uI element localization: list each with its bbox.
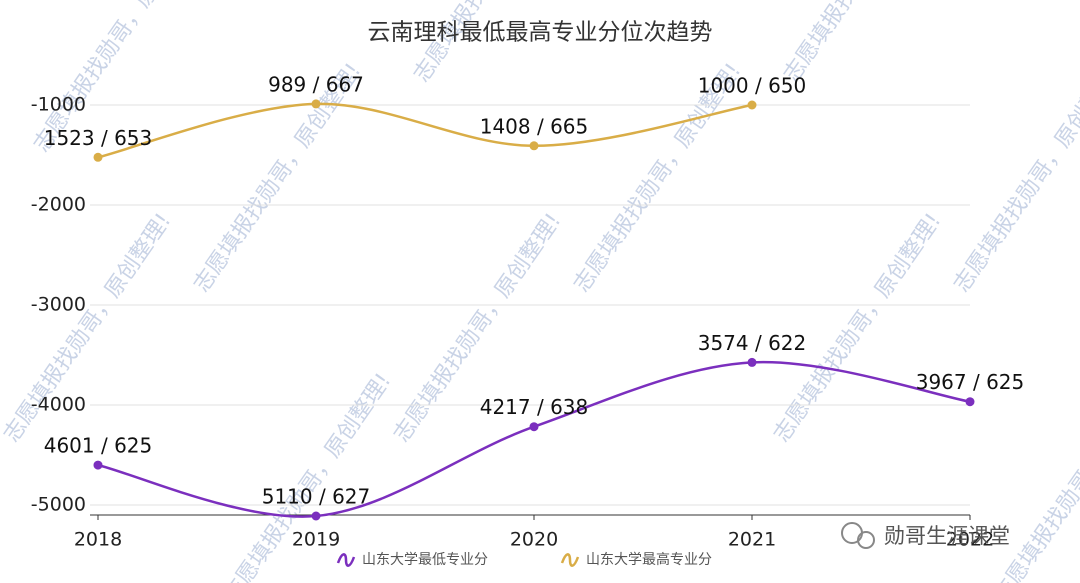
y-tick-label: -3000: [31, 294, 86, 316]
brand-text: 勋哥生涯课堂: [884, 524, 1010, 548]
chart-title: 云南理科最低最高专业分位次趋势: [368, 20, 713, 46]
y-tick-label: -1000: [31, 94, 86, 116]
legend-label: 山东大学最高专业分: [586, 551, 712, 568]
brand-logo: 勋哥生涯课堂: [841, 522, 1010, 549]
data-label: 4217 / 638: [480, 395, 589, 419]
data-label: 1000 / 650: [698, 74, 807, 98]
data-point: [529, 422, 539, 432]
x-tick-label: 2022: [946, 529, 994, 551]
data-point: [311, 511, 321, 521]
data-label: 1408 / 665: [480, 114, 589, 138]
data-label: 5110 / 627: [262, 485, 371, 509]
data-label: 1523 / 653: [44, 126, 153, 150]
y-tick-label: -2000: [31, 194, 86, 216]
legend-label: 山东大学最低专业分: [362, 552, 488, 568]
data-label: 989 / 667: [268, 72, 364, 96]
plot: 4601 / 625 5110 / 627 4217 / 638 3574 / 622…: [44, 72, 1025, 521]
data-point: [93, 460, 103, 470]
data-point: [311, 99, 321, 109]
x-tick-label: 2020: [510, 529, 558, 551]
data-label: 3967 / 625: [916, 370, 1025, 394]
y-tick-label: -5000: [31, 494, 86, 516]
series-line: [97, 102, 753, 159]
x-tick-label: 2019: [292, 529, 340, 551]
data-point: [93, 152, 103, 162]
data-label: 3574 / 622: [698, 331, 807, 355]
legend-icon: [336, 553, 356, 567]
data-point: [747, 100, 757, 110]
grid: -1000 -2000 -3000 -4000 -5000 2018 2019 2020 202…: [31, 94, 994, 551]
data-label: 4601 / 625: [44, 434, 153, 458]
logo-icon: [857, 531, 875, 549]
x-tick-label: 2018: [74, 529, 122, 551]
y-tick-label: -4000: [31, 394, 86, 416]
x-tick-label: 2021: [728, 529, 776, 551]
data-point: [747, 357, 757, 367]
legend-icon: [560, 553, 580, 567]
data-point: [529, 141, 539, 151]
data-point: [965, 397, 975, 407]
